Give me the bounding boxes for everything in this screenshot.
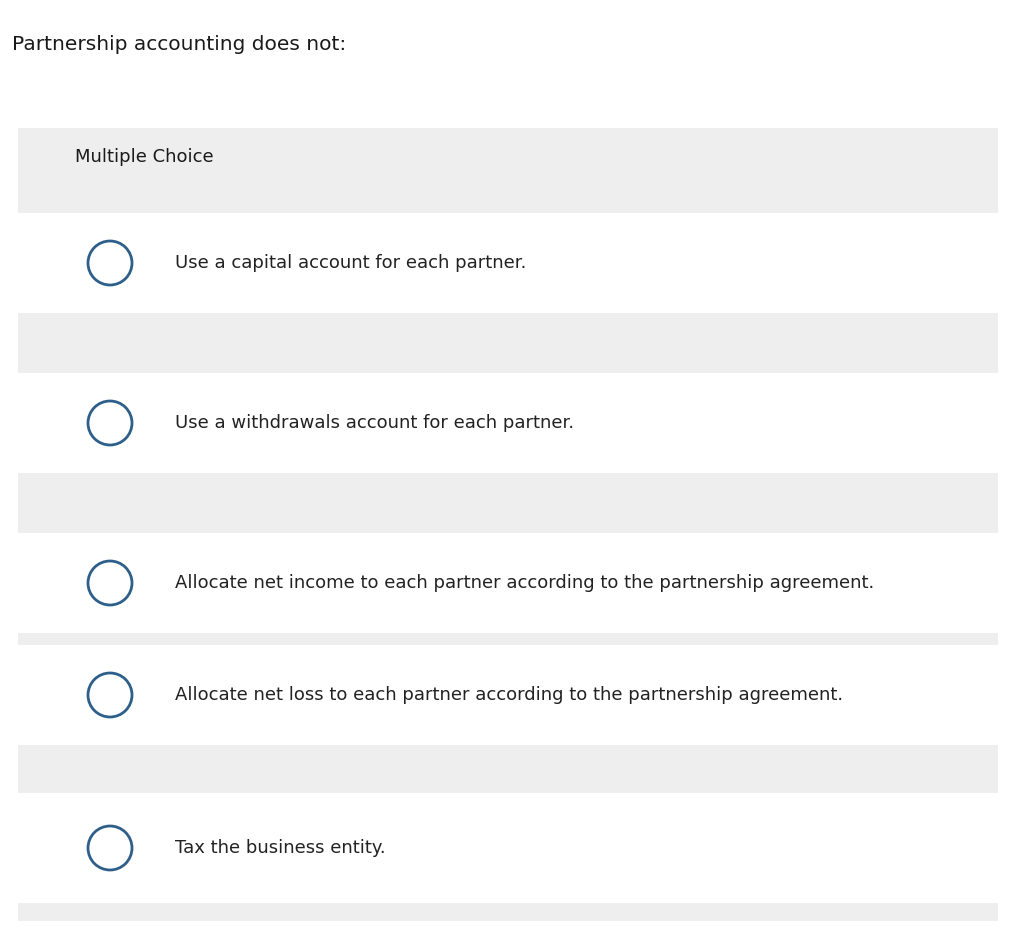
- Text: Use a withdrawals account for each partner.: Use a withdrawals account for each partn…: [175, 414, 574, 432]
- Text: Tax the business entity.: Tax the business entity.: [175, 839, 386, 857]
- Text: Allocate net loss to each partner according to the partnership agreement.: Allocate net loss to each partner accord…: [175, 686, 843, 704]
- FancyBboxPatch shape: [18, 633, 998, 645]
- FancyBboxPatch shape: [48, 213, 998, 313]
- Text: Allocate net income to each partner according to the partnership agreement.: Allocate net income to each partner acco…: [175, 574, 874, 592]
- FancyBboxPatch shape: [18, 903, 998, 921]
- FancyBboxPatch shape: [18, 473, 998, 533]
- FancyBboxPatch shape: [18, 128, 998, 185]
- FancyBboxPatch shape: [18, 745, 998, 793]
- Text: Use a capital account for each partner.: Use a capital account for each partner.: [175, 254, 527, 272]
- FancyBboxPatch shape: [18, 313, 998, 373]
- FancyBboxPatch shape: [48, 645, 998, 745]
- Text: Partnership accounting does not:: Partnership accounting does not:: [12, 35, 346, 54]
- FancyBboxPatch shape: [48, 533, 998, 633]
- FancyBboxPatch shape: [48, 373, 998, 473]
- FancyBboxPatch shape: [18, 185, 998, 213]
- FancyBboxPatch shape: [48, 793, 998, 903]
- Text: Multiple Choice: Multiple Choice: [75, 148, 214, 166]
